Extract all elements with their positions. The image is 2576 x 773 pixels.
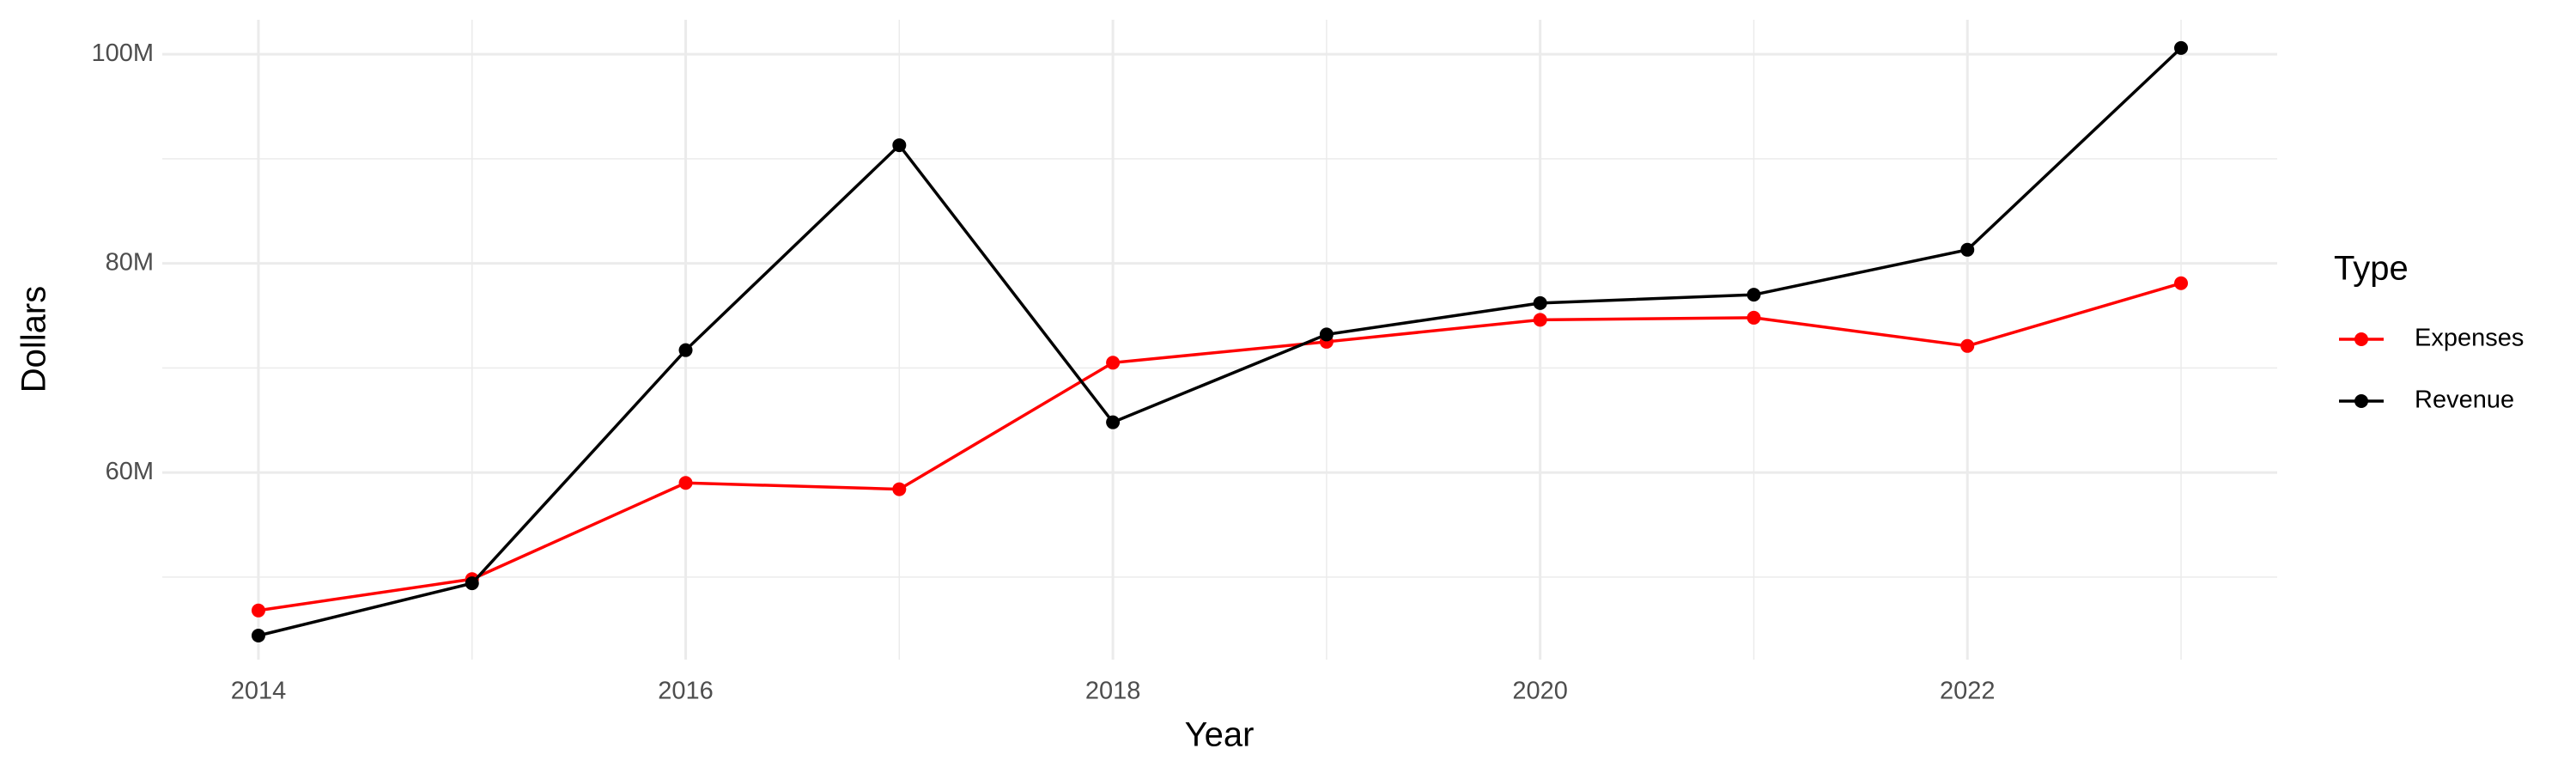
point (1106, 415, 1121, 429)
x-tick-label: 2016 (658, 678, 714, 705)
point (2174, 276, 2189, 290)
point (1319, 327, 1334, 342)
y-axis-title: Dollars (15, 286, 53, 393)
y-tick-label: 80M (106, 248, 154, 276)
line (258, 282, 2182, 612)
point (678, 343, 693, 357)
point (1106, 356, 1121, 370)
legend-title: Type (2334, 250, 2409, 288)
point (1533, 313, 1547, 327)
x-axis-title: Year (1185, 716, 1255, 754)
x-tick-label: 2022 (1940, 678, 1996, 705)
point (1960, 338, 1975, 353)
point (2174, 40, 2189, 55)
series (251, 40, 2189, 643)
point (1533, 295, 1547, 310)
point (1747, 288, 1761, 302)
point (1960, 242, 1975, 257)
legend-label: Revenue (2415, 386, 2514, 414)
x-tick-label: 2018 (1085, 678, 1141, 705)
point (465, 576, 479, 591)
x-tick-label: 2020 (1512, 678, 1568, 705)
grid (162, 20, 2277, 660)
legend-label: Expenses (2415, 325, 2524, 352)
legend-key-point (2354, 332, 2368, 346)
y-tick-label: 60M (106, 458, 154, 485)
point (1747, 310, 1761, 325)
line (258, 46, 2183, 637)
y-tick-label: 100M (91, 40, 154, 67)
series (251, 276, 2189, 618)
point (892, 482, 907, 496)
x-tick-label: 2014 (231, 678, 287, 705)
point (892, 138, 907, 153)
point (678, 476, 693, 490)
point (251, 629, 265, 643)
point (251, 603, 265, 618)
legend-key-point (2354, 394, 2368, 408)
